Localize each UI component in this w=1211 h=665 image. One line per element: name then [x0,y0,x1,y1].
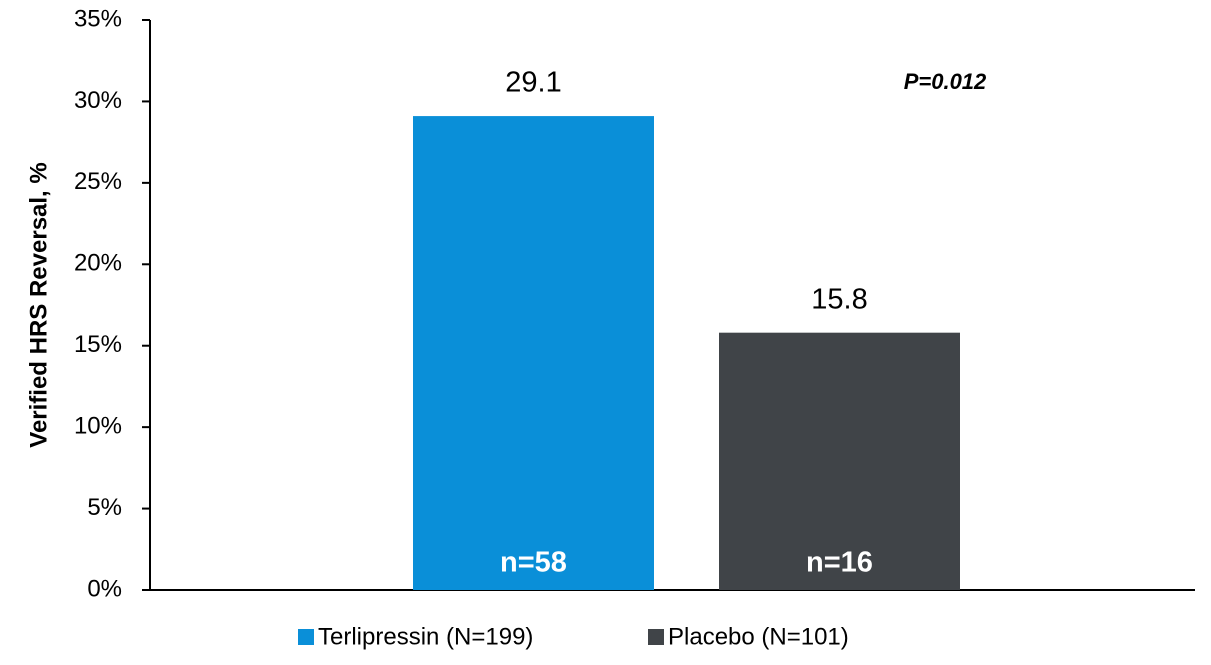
legend-swatch [298,629,314,645]
legend-label: Placebo (N=101) [668,623,849,650]
bar-annotation: n=16 [806,547,873,579]
y-tick-label: 20% [74,250,122,277]
bar [719,332,960,590]
y-tick-label: 15% [74,331,122,358]
y-tick-label: 0% [87,575,122,602]
y-tick-label: 5% [87,494,122,521]
p-value-annotation: P=0.012 [904,69,987,94]
y-tick-label: 30% [74,87,122,114]
bar [413,116,654,590]
y-tick-label: 10% [74,412,122,439]
bar-annotation: n=58 [500,547,567,579]
legend-swatch [648,629,664,645]
legend-label: Terlipressin (N=199) [318,623,533,650]
y-axis-label: Verified HRS Reversal, % [25,162,52,447]
data-label: 29.1 [505,67,561,99]
y-tick-label: 25% [74,168,122,195]
data-label: 15.8 [811,283,867,315]
y-tick-label: 35% [74,5,122,32]
